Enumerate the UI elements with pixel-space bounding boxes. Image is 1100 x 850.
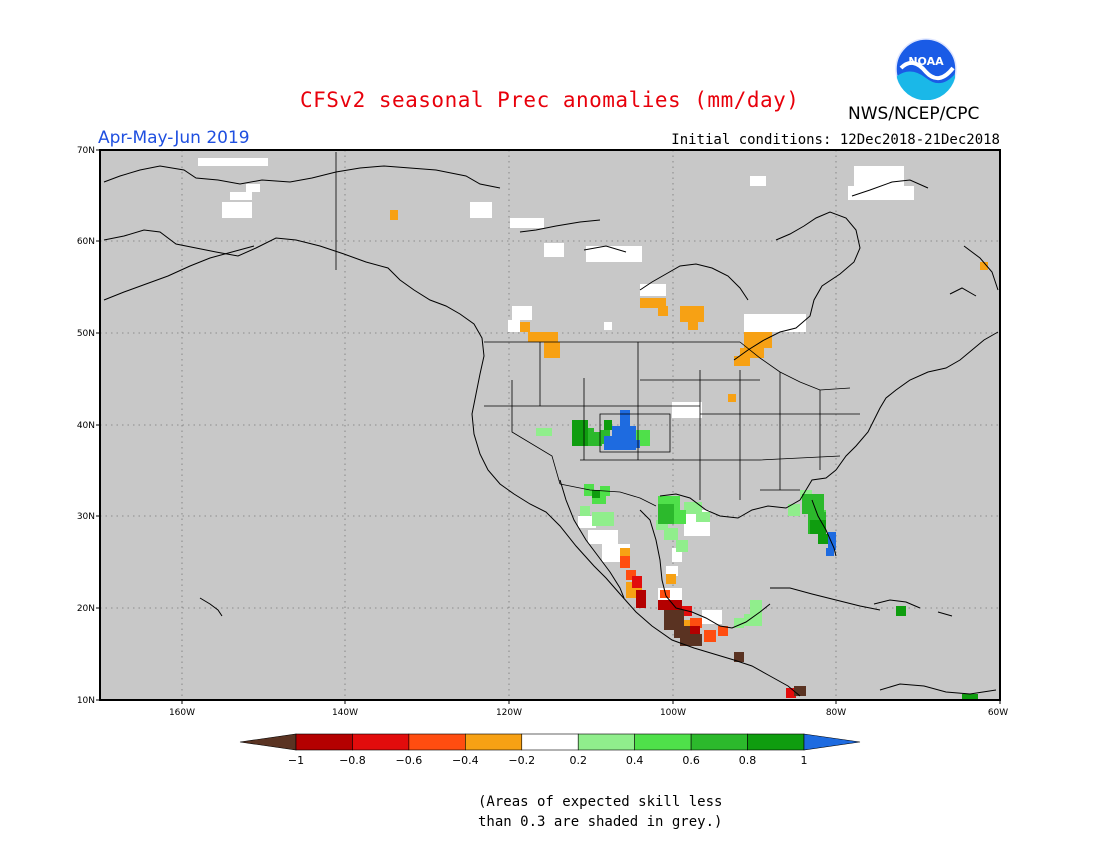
lat-tick-label: 70N — [77, 146, 95, 156]
lon-tick-label: 140W — [332, 708, 358, 718]
lat-tick-label: 40N — [77, 421, 95, 431]
lat-tick-label: 20N — [77, 604, 95, 614]
skill-note-line: (Areas of expected skill less — [478, 794, 723, 810]
lon-tick-marks — [181, 700, 1001, 704]
colorbar-segment — [803, 733, 861, 751]
lon-tick-label: 80W — [826, 708, 846, 718]
noaa-logo-icon: NOAA — [895, 38, 957, 101]
lon-tick-label: 60W — [988, 708, 1008, 718]
colorbar-segment — [577, 733, 635, 751]
colorbar-segment — [690, 733, 748, 751]
skill-note: (Areas of expected skill less than 0.3 a… — [478, 792, 722, 832]
lat-axis: 70N 60N 50N 40N 30N 20N 10N — [77, 146, 95, 706]
logo-text: NOAA — [908, 55, 944, 68]
colorbar-segment — [465, 733, 523, 751]
colorbar-label: −0.6 — [396, 754, 423, 767]
colorbar-label: −0.2 — [508, 754, 535, 767]
colorbar-segment — [295, 733, 353, 751]
initial-conditions-label: Initial conditions: 12Dec2018-21Dec2018 — [671, 132, 1000, 148]
lon-axis: 160W 140W 120W 100W 80W 60W — [169, 708, 1008, 718]
colorbar-segment — [239, 733, 297, 751]
colorbar-label: 0.2 — [569, 754, 587, 767]
borders — [335, 152, 860, 507]
gridlines — [100, 150, 1000, 700]
lon-tick-label: 120W — [496, 708, 522, 718]
season-label: Apr-May-Jun 2019 — [98, 128, 250, 148]
organization-label: NWS/NCEP/CPC — [848, 104, 980, 124]
colorbar-labels: −1 −0.8 −0.6 −0.4 −0.2 0.2 0.4 0.6 0.8 1 — [288, 754, 808, 767]
colorbar-label: −0.8 — [339, 754, 366, 767]
colorbar-segment — [408, 733, 466, 751]
map-layer — [100, 150, 1000, 700]
lat-tick-label: 10N — [77, 696, 95, 706]
lat-tick-label: 50N — [77, 329, 95, 339]
colorbar-label: −0.4 — [452, 754, 479, 767]
lon-tick-label: 160W — [169, 708, 195, 718]
lon-tick-label: 100W — [660, 708, 686, 718]
colorbar-label: −1 — [288, 754, 304, 767]
coastlines — [103, 165, 999, 697]
lat-tick-label: 30N — [77, 512, 95, 522]
colorbar-segment — [521, 733, 579, 751]
colorbar — [239, 733, 861, 751]
colorbar-segment — [634, 733, 692, 751]
colorbar-segment — [352, 733, 410, 751]
lat-tick-label: 60N — [77, 237, 95, 247]
colorbar-label: 0.4 — [626, 754, 644, 767]
map-title: CFSv2 seasonal Prec anomalies (mm/day) — [300, 88, 800, 112]
colorbar-label: 0.8 — [739, 754, 757, 767]
skill-note-line: than 0.3 are shaded in grey.) — [478, 814, 723, 830]
colorbar-label: 1 — [801, 754, 808, 767]
colorbar-label: 0.6 — [682, 754, 700, 767]
colorbar-segment — [747, 733, 805, 751]
lat-tick-marks — [96, 149, 100, 701]
